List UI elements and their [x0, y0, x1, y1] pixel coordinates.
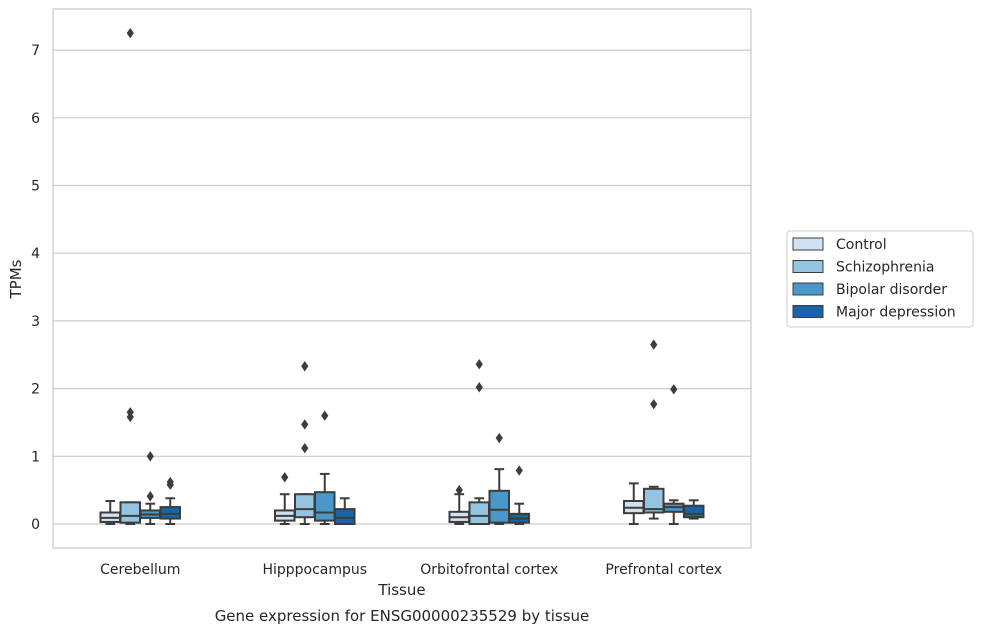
- outlier-point: [126, 27, 134, 39]
- box-bipolar-disorder: [488, 432, 510, 525]
- outlier-point: [321, 410, 329, 421]
- legend: Control Schizophrenia Bipolar disorder Majo…: [786, 230, 974, 328]
- outlier-point: [166, 479, 174, 490]
- y-tick-label: 0: [31, 517, 40, 533]
- x-tick-label: Orbitofrontal cortex: [420, 562, 558, 578]
- box-control: [623, 482, 645, 525]
- x-tick-labels: Cerebellum Hipppocampus Orbitofrontal cort…: [100, 562, 722, 578]
- x-axis-label: Tissue: [377, 581, 425, 599]
- outlier-point: [146, 451, 154, 462]
- box-major-depression: [683, 499, 705, 520]
- box-schizophrenia: [643, 339, 665, 520]
- box-groups: [99, 27, 705, 525]
- plot-frame: [52, 8, 752, 549]
- legend-label: Control: [836, 237, 887, 253]
- box-major-depression: [334, 497, 356, 525]
- y-tick-labels: 0 1 2 3 4 5 6 7: [31, 43, 40, 533]
- legend-swatch: [792, 260, 824, 273]
- box-schizophrenia: [294, 361, 316, 525]
- outlier-point: [475, 382, 483, 393]
- box-iqr: [294, 493, 316, 519]
- outlier-point: [650, 398, 658, 410]
- outlier-point: [515, 465, 523, 476]
- outlier-point: [495, 432, 503, 444]
- box-iqr: [159, 506, 181, 520]
- y-tick-label: 7: [31, 43, 40, 59]
- box-schizophrenia: [119, 27, 141, 525]
- outlier-point: [455, 484, 463, 496]
- outlier-point: [301, 361, 309, 372]
- outlier-point: [301, 442, 309, 454]
- legend-swatch: [792, 237, 824, 251]
- box-control: [448, 484, 470, 525]
- outlier-point: [281, 472, 289, 483]
- y-tick-label: 3: [31, 314, 40, 330]
- box-bipolar-disorder: [663, 384, 685, 525]
- outlier-point: [301, 419, 309, 430]
- legend-label: Bipolar disorder: [836, 282, 947, 298]
- chart-caption: Gene expression for ENSG00000235529 by t…: [215, 607, 590, 625]
- box-iqr: [468, 501, 490, 525]
- box-major-depression: [159, 476, 181, 525]
- x-tick-label: Cerebellum: [100, 562, 180, 578]
- box-iqr: [314, 491, 336, 522]
- box-major-depression: [508, 465, 530, 525]
- box-bipolar-disorder: [314, 410, 336, 525]
- box-iqr: [488, 489, 510, 524]
- y-tick-label: 1: [31, 449, 40, 465]
- box-iqr: [119, 501, 141, 524]
- box-iqr: [683, 504, 705, 519]
- outlier-point: [670, 384, 678, 395]
- y-tick-label: 6: [31, 111, 40, 127]
- legend-swatch: [792, 282, 824, 296]
- y-tick-label: 5: [31, 179, 40, 195]
- gridlines: [53, 49, 751, 525]
- legend-label: Major depression: [836, 305, 956, 321]
- legend-frame: [786, 230, 974, 328]
- box-iqr: [334, 508, 356, 525]
- y-tick-label: 4: [31, 246, 40, 262]
- box-control: [274, 472, 296, 525]
- outlier-point: [126, 411, 134, 423]
- outlier-point: [146, 491, 154, 502]
- x-tick-label: Prefrontal cortex: [605, 562, 722, 578]
- outlier-point: [650, 339, 658, 350]
- legend-label: Schizophrenia: [836, 260, 934, 276]
- outlier-point: [475, 359, 483, 370]
- y-axis-label: TPMs: [7, 259, 25, 299]
- box-iqr: [643, 487, 665, 514]
- legend-swatch: [792, 305, 824, 318]
- x-tick-label: Hipppocampus: [262, 562, 367, 578]
- y-tick-label: 2: [31, 382, 40, 398]
- plot-background: [53, 9, 751, 548]
